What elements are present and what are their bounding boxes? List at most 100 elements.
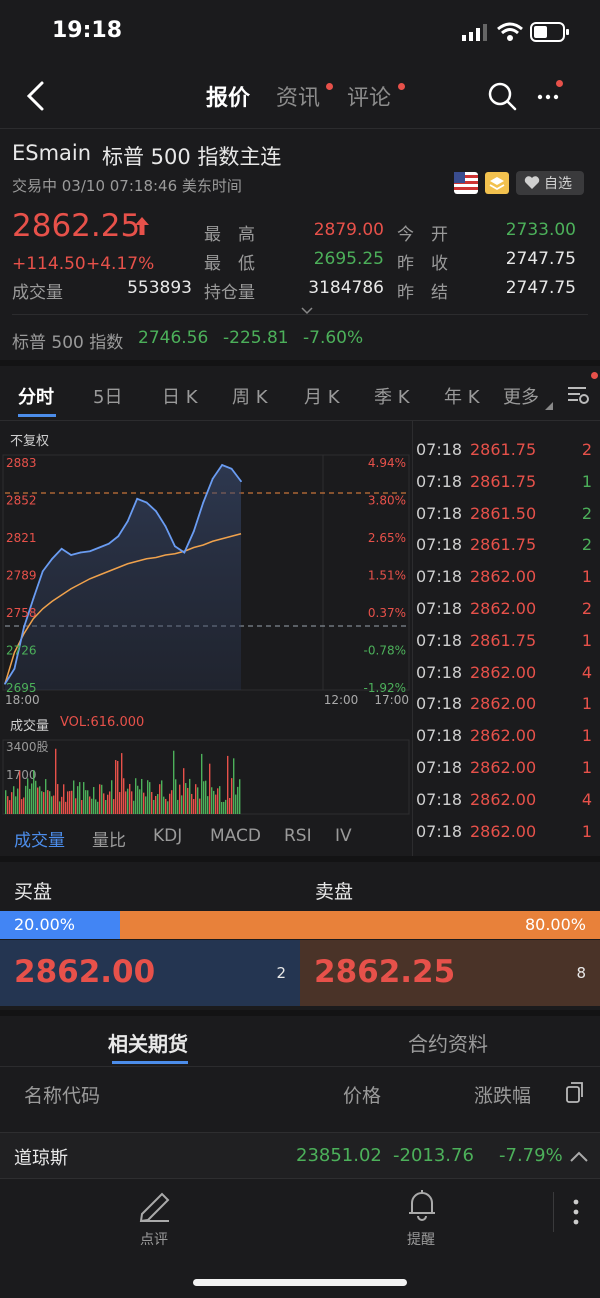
search-icon[interactable]: [488, 82, 518, 116]
prev-close-value: 2747.75: [505, 249, 576, 269]
price-point-6: [60, 547, 63, 550]
volume-bar: [109, 791, 111, 814]
volume-bar: [93, 787, 95, 814]
adjust-label[interactable]: 不复权: [10, 434, 50, 449]
col-change-pct[interactable]: 涨跌幅: [474, 1085, 532, 1107]
tab-news[interactable]: 资讯: [276, 86, 321, 111]
volume-bar: [119, 792, 121, 814]
trade-qty: 1: [581, 821, 592, 841]
tab-kdj[interactable]: KDJ: [153, 826, 183, 846]
intraday-chart[interactable]: 2883 2852 2821 2789 2758 2726 2695 4.94% 3.80% 2…: [0, 450, 412, 740]
expand-chevron-icon[interactable]: [301, 300, 313, 319]
trade-price: 2861.75: [470, 535, 537, 555]
price-point-25: [240, 480, 242, 483]
chart-divider: [412, 420, 413, 856]
comment-button[interactable]: 点评: [126, 1188, 184, 1248]
volume-bar: [135, 778, 137, 814]
volume-label: 成交量: [12, 283, 63, 303]
kebab-menu-icon[interactable]: [568, 1198, 584, 1232]
tab-5day[interactable]: 5日: [93, 387, 123, 408]
price-point-14: [136, 497, 139, 500]
trade-price: 2862.00: [470, 599, 537, 618]
tab-iv[interactable]: IV: [335, 826, 352, 846]
volume-bar: [17, 788, 19, 814]
bid-qty: 2: [276, 964, 286, 982]
pct-tick-label: 0.37%: [368, 606, 406, 620]
tab-yearly-k[interactable]: 年 K: [444, 387, 480, 408]
comments-unread-dot: [398, 83, 405, 90]
price-point-13: [126, 520, 129, 523]
volume-bar: [105, 800, 107, 814]
ask-cell[interactable]: 2862.25 8: [300, 940, 600, 1006]
tab-quarterly-k[interactable]: 季 K: [374, 387, 410, 408]
tab-volume[interactable]: 成交量: [14, 831, 65, 851]
buy-ratio-fill: [0, 911, 120, 939]
volume-bar: [239, 779, 241, 814]
trade-row: 07:18 2862.00 4: [416, 663, 596, 695]
chevron-up-icon[interactable]: [569, 1148, 589, 1167]
open-interest-value: 3184786: [308, 278, 384, 298]
volume-bar: [61, 796, 63, 814]
chart-settings-icon[interactable]: [566, 382, 590, 410]
more-icon[interactable]: [536, 85, 564, 113]
volume-bar: [77, 786, 79, 814]
tab-more[interactable]: 更多: [503, 387, 539, 408]
trade-time: 07:18: [416, 694, 463, 714]
volume-bar: [183, 768, 185, 814]
index-name[interactable]: 标普 500 指数: [12, 333, 124, 353]
volume-bar: [187, 787, 189, 814]
volume-bar: [39, 786, 41, 814]
volume-bar: [5, 790, 7, 814]
watchlist-button[interactable]: 自选: [516, 171, 584, 195]
ask-price: 2862.25: [314, 954, 456, 990]
alert-button[interactable]: 提醒: [393, 1188, 451, 1248]
tab-quote[interactable]: 报价: [206, 86, 251, 111]
volume-bar: [45, 779, 47, 814]
last-price: 2862.25: [12, 208, 141, 244]
up-arrow-icon: [134, 216, 150, 240]
tab-rsi[interactable]: RSI: [284, 826, 312, 846]
price-point-3: [32, 597, 35, 600]
bid-cell[interactable]: 2862.00 2: [0, 940, 300, 1006]
index-value: 2746.56: [138, 328, 209, 348]
volume-bar: [89, 796, 91, 814]
price-point-17: [164, 525, 167, 528]
tab-intraday[interactable]: 分时: [18, 387, 54, 408]
section-divider: [0, 856, 600, 862]
volume-bar: [225, 799, 227, 814]
news-unread-dot: [326, 83, 333, 90]
volume-bar: [209, 763, 211, 814]
tab-related-futures[interactable]: 相关期货: [108, 1032, 188, 1056]
volume-bar: [185, 783, 187, 814]
volume-chart[interactable]: [0, 736, 412, 816]
volume-bar: [179, 784, 181, 814]
switch-icon[interactable]: [565, 1080, 585, 1108]
volume-bar: [103, 793, 105, 814]
volume-bar: [163, 796, 165, 814]
tab-weekly-k[interactable]: 周 K: [232, 387, 268, 408]
trade-price: 2862.00: [470, 567, 537, 587]
open-value: 2733.00: [505, 220, 576, 240]
sell-pct: 80.00%: [524, 915, 586, 934]
vol-mid-label: 1700: [6, 768, 37, 782]
tab-volume-ratio[interactable]: 量比: [92, 831, 126, 851]
related-name: 道琼斯: [14, 1148, 68, 1169]
back-icon[interactable]: [24, 80, 46, 116]
volume-bar: [43, 792, 45, 814]
pct-tick-label: 3.80%: [368, 494, 406, 508]
tab-monthly-k[interactable]: 月 K: [304, 387, 340, 408]
volume-bar: [155, 795, 157, 814]
related-row[interactable]: 道琼斯 23851.02 -2013.76 -7.79%: [0, 1132, 600, 1178]
high-value: 2879.00: [313, 220, 384, 240]
col-price[interactable]: 价格: [343, 1085, 382, 1107]
tab-macd[interactable]: MACD: [210, 826, 261, 846]
level-badge-icon: [485, 172, 509, 198]
trade-row: 07:18 2862.00 1: [416, 822, 596, 854]
tab-daily-k[interactable]: 日 K: [162, 387, 198, 408]
tab-contract-info[interactable]: 合约资料: [408, 1032, 488, 1056]
trade-price: 2862.00: [470, 694, 537, 714]
pct-tick-label: 4.94%: [368, 456, 406, 470]
volume-bar: [87, 790, 89, 814]
volume-bar: [169, 793, 171, 814]
tab-comments[interactable]: 评论: [347, 86, 392, 111]
